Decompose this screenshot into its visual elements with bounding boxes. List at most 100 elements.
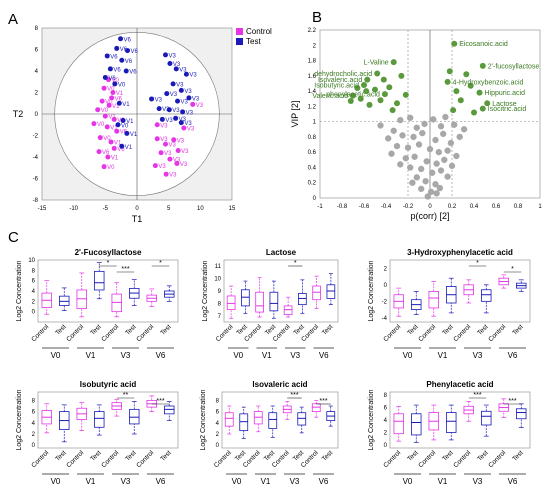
y-tick-label: 4 — [35, 69, 39, 75]
score-point — [178, 87, 184, 93]
score-point-label: V3 — [189, 73, 197, 79]
score-point-label: V0 — [118, 82, 126, 88]
score-point — [104, 53, 110, 59]
box — [255, 291, 264, 313]
y-tick-label: 4 — [32, 289, 36, 295]
category-label: Test — [476, 449, 490, 463]
category-label: Test — [406, 323, 420, 337]
metabolite-label: Hippuric.acid — [485, 90, 526, 97]
metabolite-label: 4-Hydroxybenzoic.acid — [453, 79, 524, 86]
score-point-label: V6 — [125, 59, 133, 65]
box — [411, 413, 422, 436]
box — [297, 412, 307, 426]
x-tick-label: 15 — [229, 206, 236, 212]
score-point — [120, 117, 126, 123]
vip-point — [433, 160, 440, 167]
score-point — [175, 98, 181, 104]
score-point-label: V3 — [169, 173, 177, 179]
legend-swatch — [236, 28, 243, 35]
vip-point-significant — [377, 97, 384, 104]
category-label: Test — [159, 449, 173, 463]
significance-label: *** — [319, 398, 327, 405]
boxplot-title: Lactose — [266, 248, 297, 257]
y-tick-label: 2 — [216, 432, 220, 438]
vip-point — [453, 152, 460, 160]
category-label: Test — [124, 323, 138, 337]
score-point-label: V1 — [126, 119, 134, 125]
score-point-label: V0 — [101, 108, 109, 114]
vip-point — [432, 181, 439, 188]
score-point — [156, 106, 162, 112]
score-point-label: V3 — [184, 89, 192, 95]
vip-point-significant — [372, 86, 378, 93]
score-point-label: V3 — [164, 151, 172, 157]
box — [129, 408, 140, 425]
score-point-label: V6 — [108, 76, 116, 82]
vip-point-significant — [354, 85, 361, 92]
significance-label: * — [511, 266, 514, 273]
score-point-label: V3 — [179, 67, 187, 73]
score-point — [173, 115, 179, 121]
group-label: V0 — [233, 351, 243, 360]
vip-point — [385, 135, 392, 142]
vip-point-significant — [476, 89, 483, 96]
boxplot-area — [389, 391, 531, 449]
score-point — [95, 107, 101, 113]
x-tick-label: 0 — [135, 206, 139, 212]
significance-label: * — [159, 260, 162, 267]
score-point — [123, 68, 129, 74]
y-tick-label: 0 — [313, 196, 317, 202]
vip-point — [413, 124, 420, 131]
box — [94, 270, 105, 291]
score-point-label: V3 — [160, 123, 168, 129]
score-point — [107, 66, 113, 72]
y-tick-label: 1 — [313, 120, 317, 126]
vip-point — [424, 193, 431, 200]
x-tick-label: -0.8 — [337, 204, 348, 210]
score-point — [171, 137, 177, 143]
x-tick-label: -5 — [103, 206, 109, 212]
x-tick-label: -0.2 — [403, 204, 414, 210]
boxplot-title: 3-Hydroxyphenylacetic acid — [407, 248, 513, 257]
vip-point — [411, 153, 418, 160]
score-point-label: V3 — [177, 138, 185, 144]
group-label: V6 — [319, 351, 329, 360]
vip-point-significant — [463, 71, 470, 78]
significance-label: * — [476, 260, 479, 267]
score-point-label: V1 — [112, 104, 120, 110]
score-point — [154, 136, 160, 142]
score-point-label: V6 — [113, 67, 121, 73]
score-point — [91, 121, 97, 127]
vip-point — [388, 150, 395, 157]
vip-point — [423, 158, 430, 165]
y-tick-label: 1.2 — [308, 104, 317, 110]
category-label: Control — [242, 449, 262, 469]
vip-point — [456, 133, 463, 141]
vip-point — [422, 178, 429, 185]
boxplot-c6: Phenylacetic acid Log2 Concentration 0 2 4 6 8… — [368, 380, 531, 486]
box — [59, 295, 70, 306]
significance-label: *** — [508, 398, 516, 405]
group-label: V3 — [121, 351, 131, 360]
vip-point — [451, 121, 458, 128]
boxplot-c3: 3-Hydroxyphenylacetic acid Log2 Concentra… — [368, 248, 531, 360]
score-point-label: V6 — [124, 37, 132, 43]
score-point — [102, 113, 108, 119]
score-point-label: V3 — [172, 108, 180, 114]
y-tick-label: 2 — [313, 43, 317, 49]
vip-point — [447, 139, 455, 147]
category-label: Control — [271, 449, 291, 469]
category-label: Control — [100, 323, 120, 343]
score-point — [101, 164, 107, 170]
vip-point-significant — [471, 109, 477, 116]
significance-label: *** — [121, 266, 129, 273]
vip-point — [441, 156, 448, 163]
score-point — [109, 95, 115, 101]
score-point — [96, 149, 102, 155]
score-point — [183, 71, 189, 77]
x-tick-label: 0.4 — [470, 204, 479, 210]
vip-point-significant — [350, 92, 356, 99]
score-point — [97, 135, 103, 141]
